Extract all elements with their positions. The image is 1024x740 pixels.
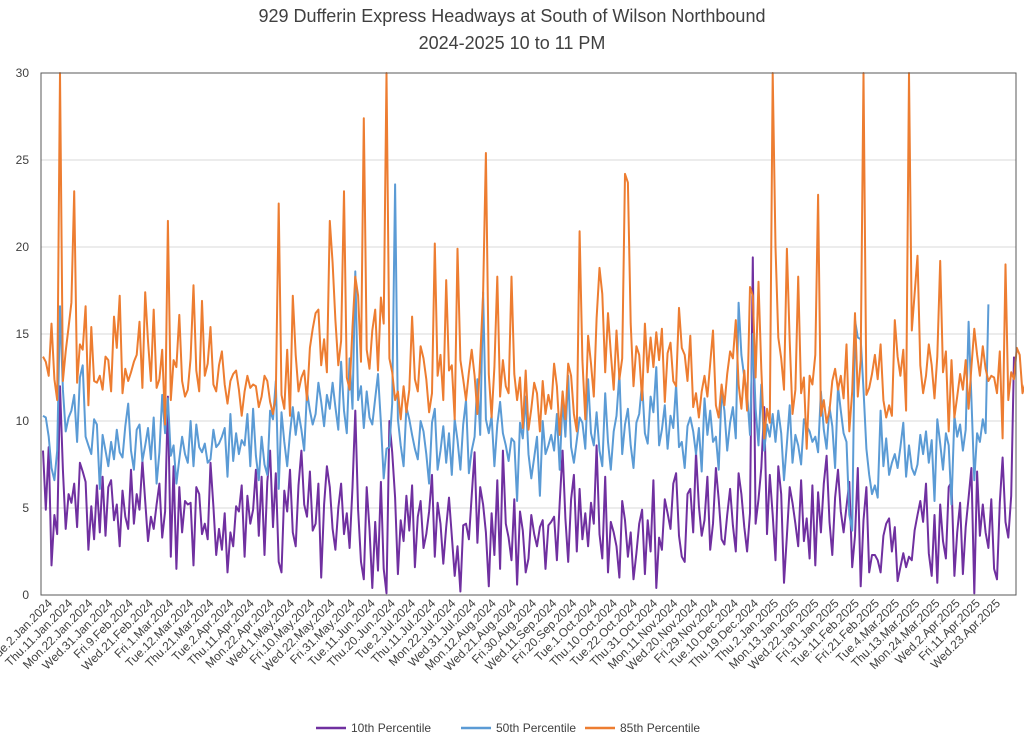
- y-tick-label: 30: [16, 66, 30, 80]
- y-tick-label: 15: [16, 327, 30, 341]
- y-tick-label: 10: [16, 414, 30, 428]
- x-axis: Tue.2.Jan.2024Thu.11.Jan.2024Mon.22.Jan.…: [0, 596, 1003, 674]
- y-axis-ticks: 0 5 10 15 20 25 30: [16, 66, 30, 602]
- plot-area: [42, 72, 1024, 595]
- y-tick-label: 20: [16, 240, 30, 254]
- series-line-10th: [42, 256, 1015, 595]
- legend-label: 10th Percentile: [351, 721, 431, 735]
- chart-title: 929 Dufferin Express Headways at South o…: [259, 6, 766, 26]
- y-tick-label: 0: [22, 588, 29, 602]
- y-tick-label: 5: [22, 501, 29, 515]
- series-line-85th: [42, 72, 1024, 450]
- chart-subtitle: 2024-2025 10 to 11 PM: [419, 33, 606, 53]
- plot-frame: [40, 72, 1017, 596]
- legend: 10th Percentile 50th Percentile 85th Perce…: [316, 721, 700, 735]
- series-line-50th: [42, 183, 990, 532]
- legend-label: 85th Percentile: [620, 721, 700, 735]
- legend-label: 50th Percentile: [496, 721, 576, 735]
- y-tick-label: 25: [16, 153, 30, 167]
